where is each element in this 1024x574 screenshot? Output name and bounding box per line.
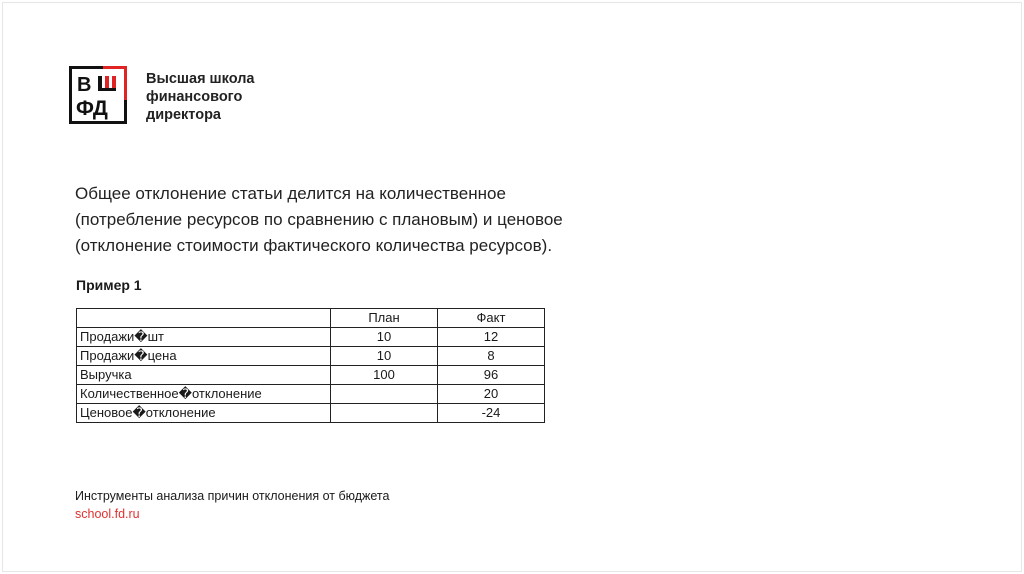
table-row: Продажи�шт 10 12: [76, 327, 545, 347]
plan-cell: 10: [330, 327, 438, 347]
table-row: Продажи�цена 10 8: [76, 346, 545, 366]
body-line: (потребление ресурсов по сравнению с пла…: [75, 210, 563, 229]
body-paragraph: Общее отклонение статьи делится на колич…: [75, 181, 563, 259]
plan-cell: 10: [330, 346, 438, 366]
svg-text:ФД: ФД: [76, 97, 108, 120]
table-row: Выручка 100 96: [76, 365, 545, 385]
body-line: Общее отклонение статьи делится на колич…: [75, 184, 506, 203]
table-row: Ценовое�отклонение -24: [76, 403, 545, 423]
table-header-row: План Факт: [76, 308, 545, 328]
fact-cell: 8: [437, 346, 545, 366]
footer-link[interactable]: school.fd.ru: [75, 507, 140, 521]
header-cell: [76, 308, 331, 328]
fact-cell: 20: [437, 384, 545, 404]
body-line: (отклонение стоимости фактического колич…: [75, 236, 553, 255]
fact-cell: 12: [437, 327, 545, 347]
row-label: Продажи�цена: [76, 346, 331, 366]
logo-text: Высшая школа финансового директора: [146, 70, 254, 124]
footer-title: Инструменты анализа причин отклонения от…: [75, 489, 390, 503]
fact-cell: 96: [437, 365, 545, 385]
fact-cell: -24: [437, 403, 545, 423]
row-label: Количественное�отклонение: [76, 384, 331, 404]
footer: Инструменты анализа причин отклонения от…: [75, 487, 389, 523]
logo-line: Высшая школа: [146, 71, 255, 87]
logo-line: финансового: [146, 89, 243, 105]
plan-cell: 100: [330, 365, 438, 385]
plan-cell: [330, 384, 438, 404]
svg-text:В: В: [77, 74, 91, 96]
plan-cell: [330, 403, 438, 423]
vshfd-logo: В ФД: [69, 66, 127, 124]
header-cell: Факт: [437, 308, 545, 328]
header-cell: План: [330, 308, 438, 328]
row-label: Ценовое�отклонение: [76, 403, 331, 423]
row-label: Выручка: [76, 365, 331, 385]
example-title: Пример 1: [76, 277, 142, 293]
logo-line: директора: [146, 107, 221, 123]
table-row: Количественное�отклонение 20: [76, 384, 545, 404]
example-table: План Факт Продажи�шт 10 12 Продажи�цена …: [76, 308, 545, 423]
row-label: Продажи�шт: [76, 327, 331, 347]
